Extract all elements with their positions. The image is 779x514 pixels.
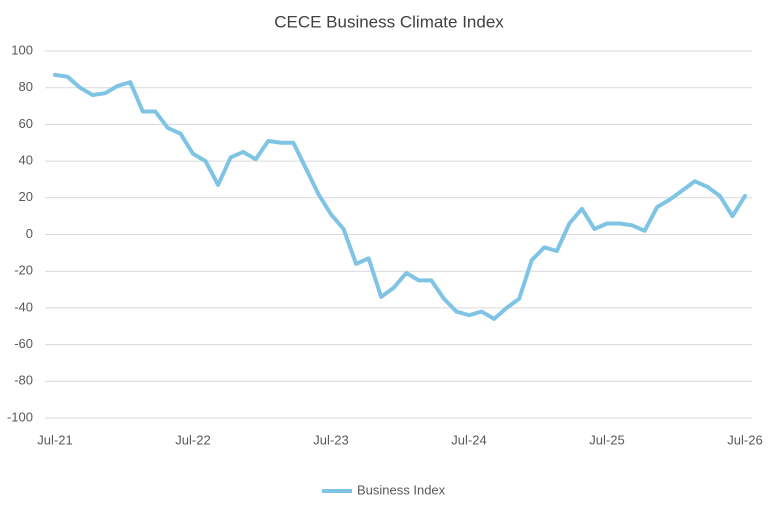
x-tick-label: Jul-22	[175, 432, 210, 447]
x-tick-label: Jul-21	[37, 432, 72, 447]
y-tick-label: 0	[26, 226, 33, 241]
y-tick-label: -100	[7, 409, 33, 424]
x-tick-label: Jul-24	[451, 432, 486, 447]
y-tick-label: 20	[19, 189, 33, 204]
y-tick-label: -80	[14, 373, 33, 388]
y-tick-label: -60	[14, 336, 33, 351]
y-tick-label: -20	[14, 263, 33, 278]
x-tick-label: Jul-26	[727, 432, 762, 447]
legend-label: Business Index	[357, 482, 446, 497]
y-tick-label: 40	[19, 153, 33, 168]
x-tick-label: Jul-25	[589, 432, 624, 447]
x-tick-label: Jul-23	[313, 432, 348, 447]
y-tick-label: 60	[19, 116, 33, 131]
y-tick-label: 80	[19, 79, 33, 94]
data-line	[53, 72, 747, 321]
y-tick-label: 100	[11, 42, 33, 57]
y-tick-label: -40	[14, 299, 33, 314]
chart-title: CECE Business Climate Index	[274, 12, 504, 31]
